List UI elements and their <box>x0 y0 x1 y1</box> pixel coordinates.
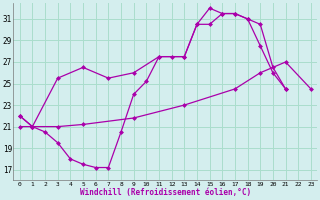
X-axis label: Windchill (Refroidissement éolien,°C): Windchill (Refroidissement éolien,°C) <box>80 188 251 197</box>
